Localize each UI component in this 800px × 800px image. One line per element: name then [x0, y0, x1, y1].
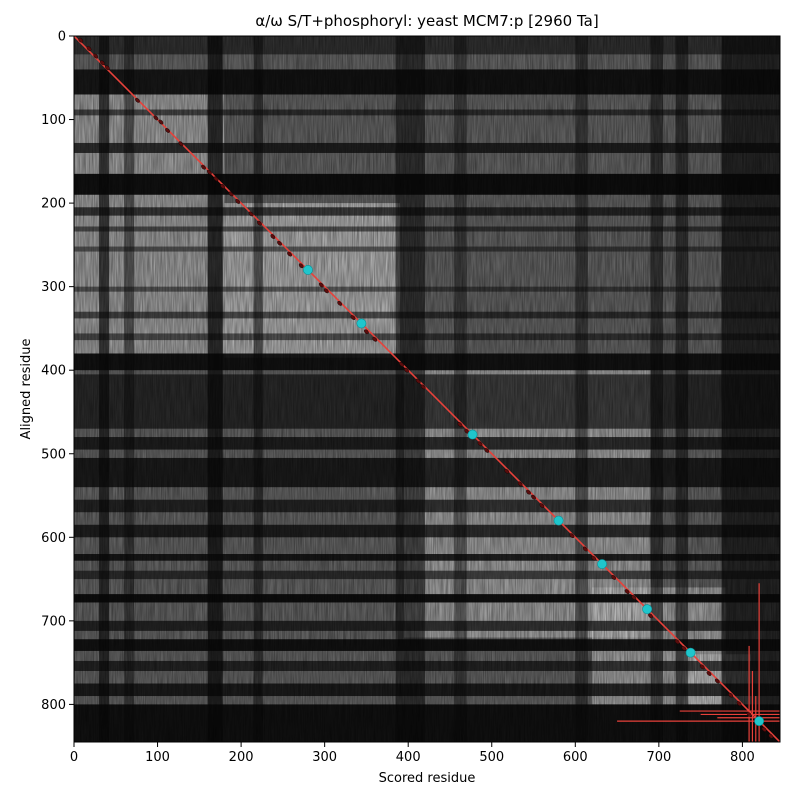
alignment-point [761, 727, 767, 732]
x-tick-label: 400 [396, 750, 421, 765]
alignment-point [135, 97, 140, 103]
alignment-point [213, 176, 219, 182]
alignment-point [323, 288, 329, 294]
alignment-point [337, 300, 343, 306]
y-tick-label: 600 [41, 531, 66, 546]
alignment-point [93, 53, 99, 59]
highlight-point [553, 515, 564, 526]
alignment-point [484, 448, 490, 453]
y-tick-label: 700 [41, 614, 66, 629]
alignment-point [158, 119, 164, 125]
highlight-point [597, 559, 607, 569]
highlight-point [356, 318, 367, 329]
x-tick-label: 600 [563, 750, 588, 765]
alignment-point [228, 191, 234, 197]
y-tick-label: 0 [58, 30, 66, 45]
x-tick-label: 300 [312, 750, 337, 765]
alignment-point [277, 240, 282, 246]
y-tick-label: 800 [41, 698, 66, 713]
alignment-point [631, 595, 637, 600]
alignment-point [569, 533, 575, 539]
alignment-point [287, 251, 292, 257]
y-tick-label: 100 [41, 113, 66, 128]
highlight-point [467, 429, 478, 440]
alignment-point [372, 336, 378, 342]
alignment-point [153, 115, 159, 121]
alignment-point [298, 263, 304, 269]
alignment-point [318, 282, 324, 288]
x-tick-label: 100 [145, 750, 170, 765]
alignment-point [206, 169, 212, 175]
alignment-marks [74, 36, 780, 742]
alignment-point [78, 37, 84, 43]
alignment-point [728, 692, 734, 698]
alignment-point [706, 671, 712, 676]
alignment-point [582, 546, 588, 552]
y-axis-label: Aligned residue [19, 339, 34, 440]
alignment-point [220, 183, 226, 189]
highlight-point [754, 716, 765, 727]
alignment-point [99, 60, 105, 66]
alignment-point [364, 329, 369, 335]
alignment-point [415, 378, 421, 384]
alignment-point [746, 712, 752, 717]
x-tick-label: 500 [479, 750, 504, 765]
highlight-point [685, 647, 696, 658]
alignment-point [477, 441, 483, 447]
x-tick-label: 0 [70, 750, 78, 765]
alignment-point [531, 494, 536, 500]
x-axis-label: Scored residue [379, 771, 476, 786]
alignment-point [611, 574, 617, 580]
alignment-point [674, 639, 680, 645]
alignment-point [399, 361, 404, 367]
x-tick-label: 200 [229, 750, 254, 765]
diagonal-line [74, 36, 780, 742]
plot-frame [73, 35, 781, 743]
y-tick-label: 200 [41, 197, 66, 212]
x-tick-label: 800 [730, 750, 755, 765]
alignment-point [526, 489, 531, 495]
alignment-point [350, 315, 356, 320]
alignment-point [257, 220, 262, 226]
alignment-point [517, 481, 523, 487]
alignment-point [178, 141, 184, 147]
x-tick-label: 700 [646, 750, 671, 765]
y-tick-label: 400 [41, 364, 66, 379]
alignment-point [768, 733, 774, 739]
alignment-point [624, 589, 630, 595]
alignment-point [270, 234, 276, 239]
alignment-point [714, 678, 720, 684]
alignment-point [404, 367, 409, 373]
alignment-point [681, 646, 687, 651]
alignment-point [235, 199, 241, 204]
highlight-point [303, 265, 313, 275]
alignment-point [86, 46, 92, 51]
alignment-point [457, 422, 463, 427]
x-axis: 0 100 200 300 400 500 600 700 800 [70, 742, 755, 765]
alignment-point [648, 613, 653, 619]
highlight-point [642, 604, 653, 615]
alignment-point [736, 701, 742, 706]
alignment-point [201, 164, 206, 170]
alignment-point [105, 65, 110, 71]
y-tick-label: 300 [41, 280, 66, 295]
alignment-point [504, 468, 510, 474]
y-axis: 0 100 200 300 400 500 600 700 800 [41, 30, 74, 713]
y-tick-label: 500 [41, 447, 66, 462]
chart-title: α/ω S/T+phosphoryl: yeast MCM7:p [2960 T… [255, 12, 598, 30]
alignment-point [165, 128, 170, 133]
alignment-point [420, 384, 426, 390]
alignment-point [591, 555, 597, 561]
alignment-point [248, 211, 254, 217]
alignment-point [699, 664, 705, 670]
alignment-point [539, 503, 545, 508]
